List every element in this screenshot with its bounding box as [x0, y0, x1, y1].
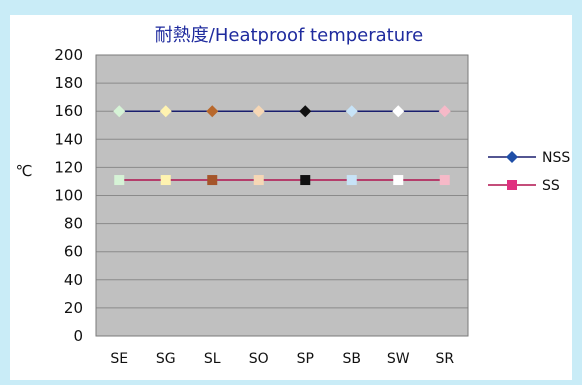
data-point — [300, 175, 311, 186]
y-tick-label: 140 — [54, 130, 83, 148]
y-tick-label: 0 — [73, 327, 83, 345]
data-point — [392, 105, 405, 118]
data-point — [114, 175, 125, 186]
y-axis-label: ℃ — [16, 162, 33, 180]
legend-item-nss: NSS — [488, 150, 570, 166]
x-tick-label: SR — [435, 351, 454, 367]
y-tick-label: 60 — [64, 243, 83, 261]
data-point — [207, 175, 218, 186]
x-tick-label: SL — [204, 351, 221, 367]
legend-label: NSS — [542, 150, 570, 166]
data-point — [160, 175, 171, 186]
data-point — [438, 105, 451, 118]
legend-marker — [507, 180, 517, 190]
x-tick-label: SG — [156, 351, 176, 367]
legend: NSS SS — [488, 150, 570, 194]
data-point — [113, 105, 126, 118]
y-tick-label: 100 — [54, 187, 83, 205]
y-tick-label: 20 — [64, 299, 83, 317]
legend-marker — [506, 151, 518, 163]
data-point — [393, 175, 404, 186]
y-tick-label: 120 — [54, 158, 83, 176]
plot-border — [95, 54, 469, 337]
data-point — [253, 175, 264, 186]
data-point — [439, 175, 450, 186]
x-tick-label: SE — [110, 351, 128, 367]
y-tick-label: 180 — [54, 74, 83, 92]
x-tick-label: SP — [297, 351, 314, 367]
data-point — [346, 175, 357, 186]
legend-item-ss: SS — [488, 178, 560, 194]
x-tick-label: SO — [249, 351, 269, 367]
data-point — [299, 105, 312, 118]
data-point — [345, 105, 358, 118]
data-point — [159, 105, 172, 118]
x-tick-label: SW — [387, 351, 410, 367]
legend-label: SS — [542, 178, 560, 194]
data-point — [252, 105, 265, 118]
y-tick-label: 200 — [54, 46, 83, 64]
y-tick-label: 40 — [64, 271, 83, 289]
series-nss — [113, 105, 451, 118]
chart-title: 耐熱度/Heatproof temperature — [155, 25, 423, 46]
series-ss — [114, 175, 450, 186]
x-tick-label: SB — [343, 351, 362, 367]
data-point — [206, 105, 219, 118]
plot-area: 0 20 40 60 80 100 120 140 160 180 200 SE SG SL SO SP SB S… — [54, 46, 469, 367]
y-tick-label: 80 — [64, 215, 83, 233]
y-tick-label: 160 — [54, 102, 83, 120]
